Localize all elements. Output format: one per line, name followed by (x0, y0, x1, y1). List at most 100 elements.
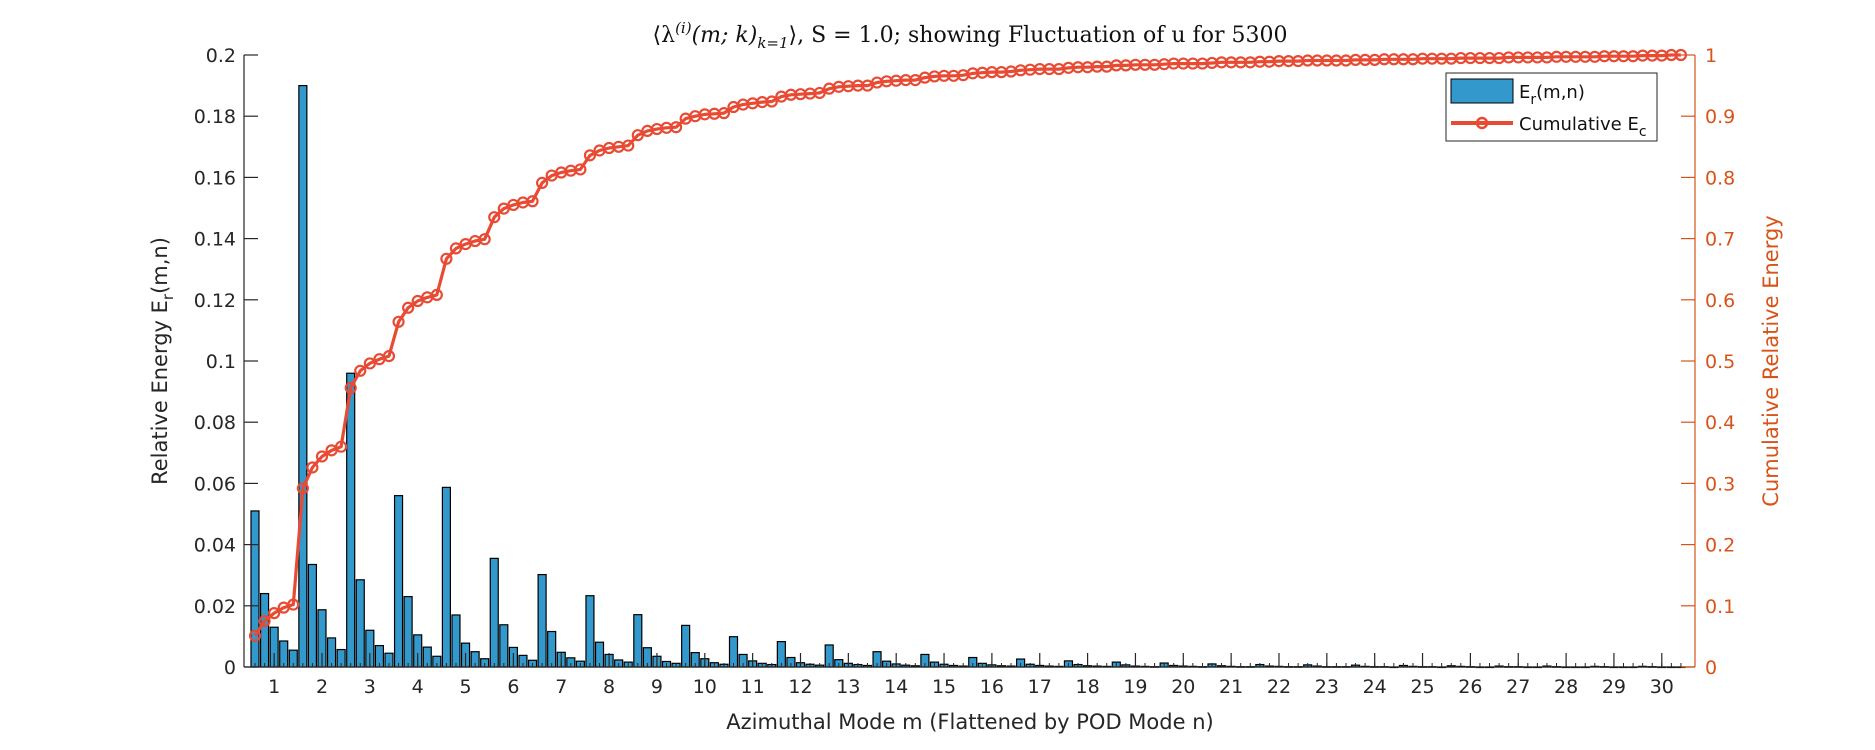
x-tick-label: 16 (980, 676, 1004, 698)
cumulative-marker (392, 315, 405, 328)
legend-marker-icon (1475, 116, 1489, 130)
x-tick-label: 11 (741, 676, 765, 698)
bar (403, 596, 413, 668)
y-right-tick-label: 0 (1705, 657, 1717, 679)
x-tick-label: 8 (603, 676, 615, 698)
cumulative-marker (622, 139, 635, 152)
legend-bar-swatch (1450, 78, 1514, 104)
cumulative-marker (287, 598, 300, 611)
x-tick-label: 29 (1602, 676, 1626, 698)
x-tick-label: 25 (1410, 676, 1434, 698)
x-tick-label: 23 (1315, 676, 1339, 698)
x-tick-label: 18 (1075, 676, 1099, 698)
bar (259, 592, 270, 668)
y-right-tick-label: 0.7 (1705, 229, 1735, 251)
x-tick-label: 13 (836, 676, 860, 698)
x-tick-label: 21 (1219, 676, 1243, 698)
y-right-tick-label: 0.3 (1705, 473, 1735, 495)
x-tick-label: 19 (1123, 676, 1147, 698)
cumulative-marker (583, 149, 597, 162)
cumulative-marker (1674, 48, 1688, 62)
cumulative-marker (631, 129, 644, 142)
x-tick-label: 12 (788, 676, 812, 698)
bar (355, 579, 365, 668)
x-tick-label: 26 (1458, 676, 1482, 698)
x-tick-label: 7 (555, 676, 567, 698)
cumulative-marker (669, 121, 683, 134)
cumulative-marker (535, 176, 549, 190)
cumulative-marker (478, 233, 491, 246)
bar (489, 557, 499, 668)
cumulative-marker (574, 163, 587, 176)
cumulative-marker (258, 614, 271, 628)
y-right-tick-label: 0.5 (1705, 351, 1735, 373)
cumulative-marker (315, 450, 329, 463)
cumulative-line (253, 53, 1681, 637)
y-axis-label: Relative Energy Er(m,n) (148, 237, 177, 485)
cumulative-marker (248, 629, 262, 642)
y-right-tick-label: 1 (1705, 45, 1717, 67)
cumulative-marker (717, 107, 731, 120)
bar-series (250, 84, 1686, 669)
bar (307, 563, 318, 668)
cumulative-marker (344, 381, 357, 395)
y-tick-label: 0.18 (194, 106, 236, 128)
x-tick-label: 30 (1650, 676, 1674, 698)
x-tick-label: 14 (884, 676, 908, 698)
bar (326, 637, 337, 668)
y-tick-label: 0.04 (194, 535, 236, 557)
cumulative-series (248, 48, 1688, 642)
bar (499, 624, 509, 668)
cumulative-marker (430, 288, 443, 302)
y-tick-label: 0.06 (194, 473, 236, 495)
x-tick-label: 24 (1363, 676, 1387, 698)
bar (633, 614, 643, 668)
axes: 00.020.040.060.080.10.120.140.160.180.20… (194, 45, 1736, 698)
y-tick-label: 0 (224, 657, 236, 679)
x-axis-label: Azimuthal Mode m (Flattened by POD Mode … (726, 710, 1213, 734)
y-tick-label: 0.12 (194, 290, 236, 312)
cumulative-marker (382, 350, 396, 363)
x-tick-label: 5 (459, 676, 471, 698)
y-right-tick-label: 0.1 (1705, 596, 1735, 618)
legend: Er(m,n) Cumulative Ec (1445, 72, 1658, 142)
cumulative-marker (765, 95, 778, 108)
cumulative-marker (440, 252, 453, 265)
bar (547, 630, 557, 668)
x-tick-label: 9 (651, 676, 663, 698)
y-right-tick-label: 0.2 (1705, 535, 1735, 557)
legend-entry-bars: Er(m,n) (1519, 82, 1585, 108)
x-tick-label: 17 (1028, 676, 1052, 698)
x-tick-label: 20 (1171, 676, 1195, 698)
bar (537, 573, 547, 668)
x-tick-label: 4 (412, 676, 424, 698)
bar (728, 636, 739, 668)
cumulative-marker (306, 461, 319, 474)
y-right-tick-label: 0.9 (1705, 106, 1735, 128)
x-tick-label: 1 (268, 676, 280, 698)
chart-title: ⟨λ(i)(m; k)k=1⟩, S = 1.0; showing Fluctu… (653, 19, 1288, 52)
x-tick-label: 27 (1506, 676, 1530, 698)
y-right-tick-label: 0.4 (1705, 412, 1735, 434)
y-tick-label: 0.02 (194, 596, 236, 618)
y-right-tick-label: 0.6 (1705, 290, 1735, 312)
y-axis-right-label: Cumulative Relative Energy (1759, 215, 1783, 506)
cumulative-marker (268, 607, 281, 620)
x-tick-label: 22 (1267, 676, 1291, 698)
legend-entry-cumulative: Cumulative Ec (1519, 114, 1647, 140)
bar (441, 486, 451, 668)
bar (585, 595, 595, 668)
cumulative-marker (402, 301, 415, 314)
bar (250, 510, 260, 668)
x-tick-label: 15 (932, 676, 956, 698)
x-tick-label: 3 (364, 676, 376, 698)
cumulative-marker (813, 86, 826, 100)
x-tick-label: 10 (693, 676, 717, 698)
bar (451, 614, 461, 668)
y-tick-label: 0.2 (206, 45, 236, 67)
cumulative-marker (526, 195, 539, 208)
bar (393, 495, 404, 668)
x-tick-label: 28 (1554, 676, 1578, 698)
y-tick-label: 0.08 (194, 412, 236, 434)
